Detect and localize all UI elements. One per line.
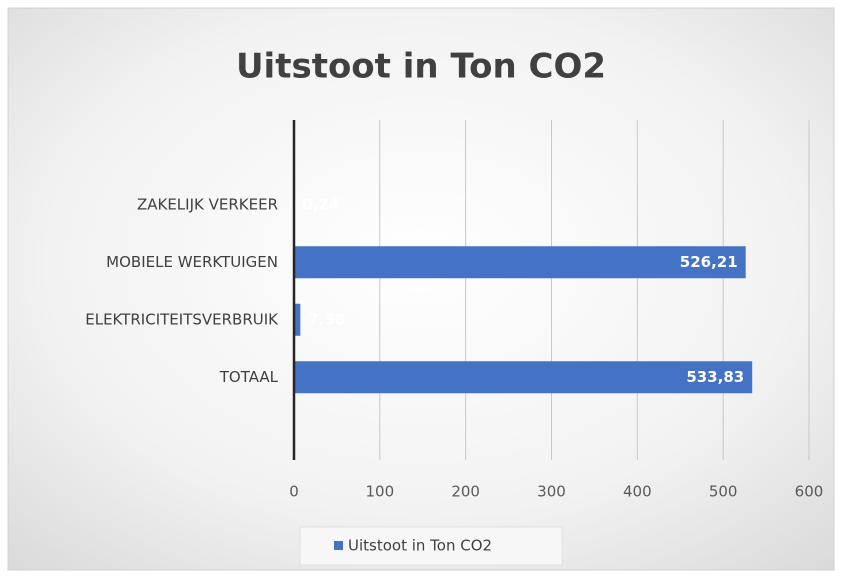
data-label: 0,24 bbox=[302, 195, 339, 213]
bar bbox=[294, 303, 301, 336]
data-label: 526,21 bbox=[680, 253, 738, 271]
bar bbox=[294, 246, 746, 279]
bar bbox=[294, 361, 753, 394]
x-tick-label: 300 bbox=[537, 483, 566, 501]
data-label: 533,83 bbox=[686, 368, 744, 386]
legend-label: Uitstoot in Ton CO2 bbox=[348, 537, 492, 555]
x-tick-label: 500 bbox=[709, 483, 738, 501]
data-label: 7,38 bbox=[308, 310, 345, 328]
x-tick-label: 600 bbox=[795, 483, 824, 501]
chart-area bbox=[7, 7, 835, 571]
x-tick-label: 400 bbox=[623, 483, 652, 501]
chart-title: Uitstoot in Ton CO2 bbox=[236, 47, 606, 87]
y-tick-label: ZAKELIJK VERKEER bbox=[137, 195, 278, 213]
y-tick-label: TOTAAL bbox=[219, 368, 279, 386]
x-tick-label: 0 bbox=[289, 483, 299, 501]
legend-box bbox=[299, 526, 563, 566]
legend-swatch bbox=[334, 541, 343, 550]
x-tick-label: 200 bbox=[451, 483, 480, 501]
y-tick-label: MOBIELE WERKTUIGEN bbox=[106, 253, 278, 271]
x-tick-label: 100 bbox=[366, 483, 395, 501]
y-tick-label: ELEKTRICITEITSVERBRUIK bbox=[85, 310, 279, 328]
